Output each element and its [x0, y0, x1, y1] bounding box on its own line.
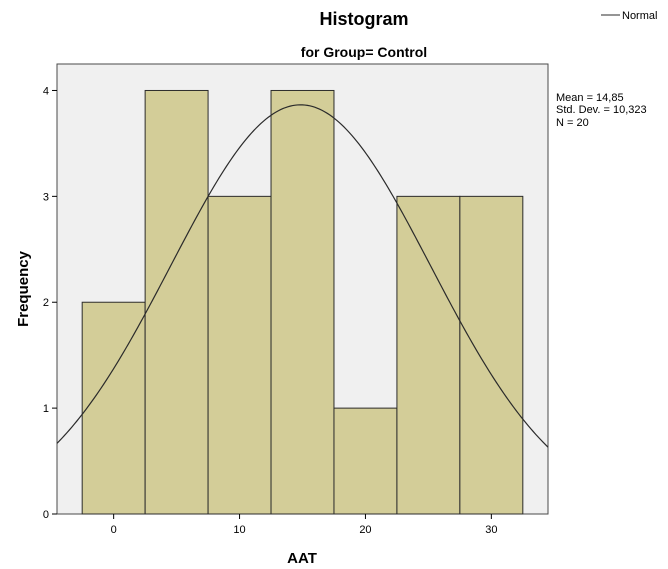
bars-group	[81, 89, 524, 515]
y-tick-label-4: 4	[43, 85, 49, 97]
x-tick-label-30: 30	[485, 524, 497, 536]
histogram-bar-6	[459, 195, 524, 515]
stats-box: Mean = 14,85 Std. Dev. = 10,323 N = 20	[556, 92, 647, 129]
stat-std-dev: Std. Dev. = 10,323	[556, 104, 647, 116]
histogram-bar-4	[333, 407, 398, 515]
y-tick-label-3: 3	[43, 191, 49, 203]
legend-normal-label: Normal	[622, 10, 657, 22]
histogram-bar-2	[207, 195, 272, 515]
stat-mean: Mean = 14,85	[556, 92, 624, 104]
x-tick-label-0: 0	[111, 524, 117, 536]
histogram-bar-0	[81, 301, 146, 515]
y-tick-label-0: 0	[43, 509, 49, 521]
histogram-bar-5	[396, 195, 461, 515]
chart-subtitle: for Group= Control	[301, 44, 427, 60]
legend: Normal	[601, 10, 657, 22]
y-tick-label-2: 2	[43, 297, 49, 309]
chart-title: Histogram	[319, 9, 408, 29]
histogram-bar-3	[270, 89, 335, 515]
normal-curve	[56, 104, 549, 448]
y-tick-label-1: 1	[43, 403, 49, 415]
histogram-bar-1	[144, 89, 209, 515]
y-axis-title: Frequency	[15, 250, 32, 327]
x-tick-label-10: 10	[233, 524, 245, 536]
axes-group: 0 1 2 3 4 0 10 20 30	[43, 85, 498, 536]
stat-n: N = 20	[556, 117, 589, 129]
x-tick-label-20: 20	[359, 524, 371, 536]
x-axis-title: AAT	[287, 550, 317, 567]
